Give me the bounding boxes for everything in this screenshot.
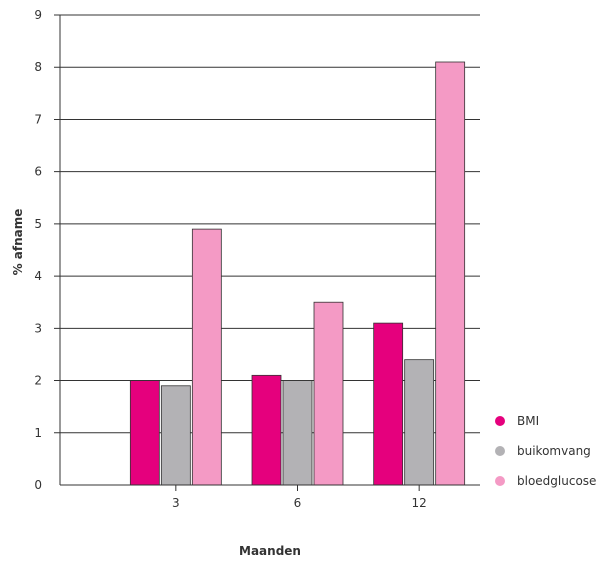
x-tick-labels: 3 6 12 xyxy=(172,485,427,510)
bar-BMI-12 xyxy=(373,322,404,486)
bar-buikomvang-3 xyxy=(160,385,191,486)
y-tick-5: 5 xyxy=(34,217,42,231)
legend-label-buikomvang: buikomvang xyxy=(517,444,591,458)
bar-buikomvang-12 xyxy=(404,359,435,486)
x-tick-3: 3 xyxy=(172,496,180,510)
bars xyxy=(129,61,466,486)
legend-label-bloedglucose: bloedglucose xyxy=(517,474,596,488)
x-tick-6: 6 xyxy=(294,496,302,510)
y-axis-title: % afname xyxy=(11,209,25,276)
bar-BMI-3 xyxy=(129,380,160,486)
bar-buikomvang-6 xyxy=(282,380,313,486)
legend-swatch-bloedglucose xyxy=(495,476,505,486)
bar-bloedglucose-12 xyxy=(435,61,466,486)
legend-swatch-buikomvang xyxy=(495,446,505,456)
bar-bloedglucose-3 xyxy=(191,228,222,486)
bar-bloedglucose-6 xyxy=(313,301,344,486)
legend-swatch-BMI xyxy=(495,416,505,426)
y-tick-6: 6 xyxy=(34,165,42,179)
y-tick-labels: 0 1 2 3 4 5 6 7 8 9 xyxy=(34,8,42,492)
y-tick-7: 7 xyxy=(34,112,42,126)
y-tick-4: 4 xyxy=(34,269,42,283)
gridlines xyxy=(54,14,480,434)
x-tick-12: 12 xyxy=(412,496,427,510)
y-tick-2: 2 xyxy=(34,374,42,388)
x-axis-title: Maanden xyxy=(239,544,301,558)
y-tick-8: 8 xyxy=(34,60,42,74)
bar-BMI-6 xyxy=(251,374,282,486)
y-tick-1: 1 xyxy=(34,426,42,440)
legend-label-BMI: BMI xyxy=(517,414,539,428)
legend: BMI buikomvang bloedglucose xyxy=(495,414,596,488)
y-tick-3: 3 xyxy=(34,321,42,335)
y-tick-9: 9 xyxy=(34,8,42,22)
y-tick-0: 0 xyxy=(34,478,42,492)
